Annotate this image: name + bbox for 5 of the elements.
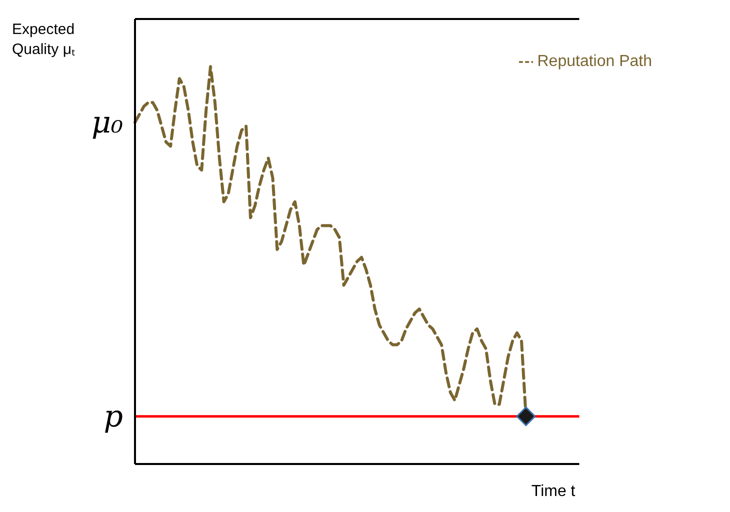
legend-label: Reputation Path (537, 53, 652, 70)
x-axis-title: Time t (531, 483, 576, 500)
y-axis-title: Expected Quality μₜ (12, 21, 76, 58)
text: μ₀ (91, 105, 123, 140)
ref-line-label: p (104, 399, 123, 434)
